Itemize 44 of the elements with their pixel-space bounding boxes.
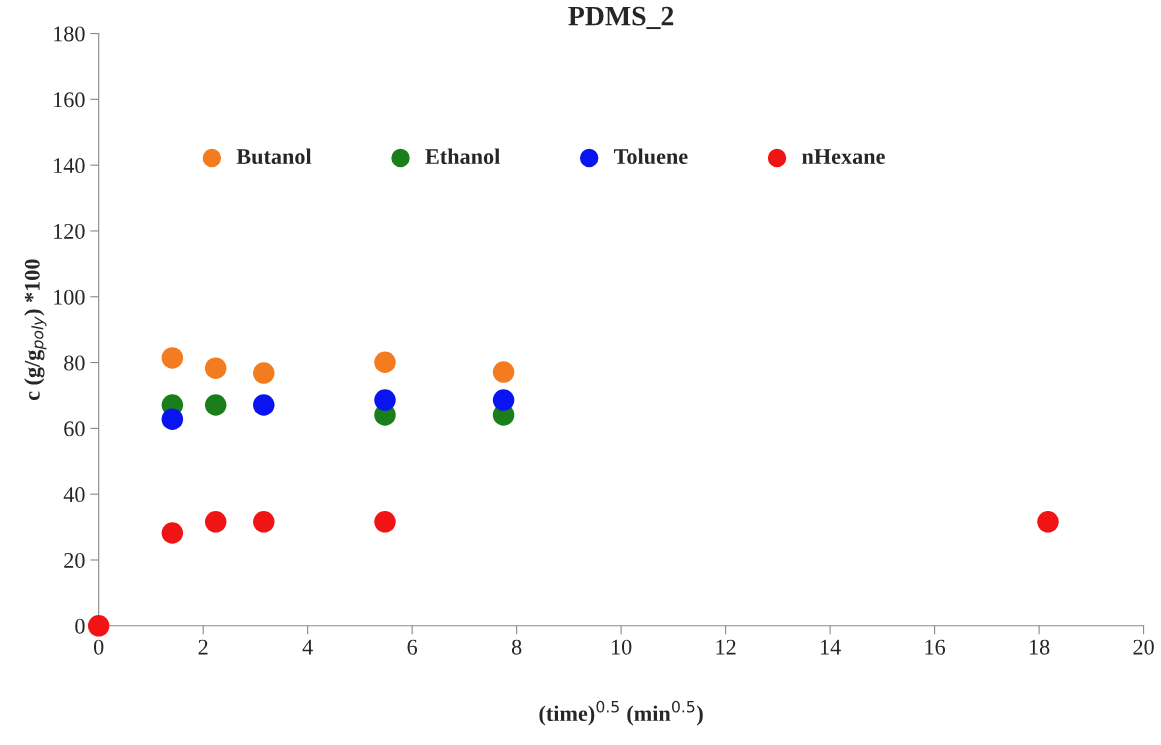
point bbox=[374, 351, 396, 373]
point bbox=[253, 362, 275, 384]
y-tick-label: 20 bbox=[64, 552, 85, 568]
y-tick-label: 40 bbox=[63, 487, 85, 503]
legend-label: Ethanol bbox=[425, 148, 500, 165]
point bbox=[161, 408, 184, 430]
point bbox=[87, 615, 110, 637]
x-tick-label: 10 bbox=[611, 639, 632, 655]
chart-title: PDMS_2 bbox=[568, 6, 674, 30]
x-tick-label: 14 bbox=[820, 639, 841, 655]
x-tick-label: 18 bbox=[1029, 639, 1050, 655]
y-axis-title: c (g/g$_{poly}$) *100 bbox=[24, 259, 47, 401]
x-tick-label: 2 bbox=[198, 639, 208, 655]
point bbox=[204, 394, 227, 416]
point bbox=[492, 361, 515, 383]
point bbox=[374, 511, 396, 533]
y-tick-label: 120 bbox=[54, 223, 85, 239]
point bbox=[161, 522, 184, 544]
y-tick-label: 100 bbox=[54, 289, 85, 305]
point bbox=[374, 389, 396, 411]
point bbox=[1037, 511, 1059, 533]
x-tick-label: 4 bbox=[302, 639, 313, 655]
point bbox=[492, 389, 515, 411]
y-tick-label: 160 bbox=[54, 92, 85, 108]
y-tick-label: 60 bbox=[64, 421, 85, 437]
legend-label: nHexane bbox=[802, 149, 885, 165]
x-tick-label: 12 bbox=[716, 639, 736, 655]
point bbox=[161, 347, 184, 369]
x-tick-label: 0 bbox=[93, 639, 104, 655]
y-tick-label: 80 bbox=[64, 355, 85, 371]
point bbox=[253, 511, 275, 533]
y-tick-label: 180 bbox=[54, 26, 85, 42]
legend-label: Butanol bbox=[236, 148, 312, 165]
point bbox=[204, 511, 227, 533]
x-tick-label: 16 bbox=[925, 639, 946, 655]
legend-label: Toluene bbox=[613, 148, 688, 165]
x-tick-label: 8 bbox=[511, 639, 522, 655]
y-tick-label: 140 bbox=[54, 158, 85, 174]
x-tick-label: 6 bbox=[407, 639, 418, 655]
point bbox=[204, 357, 227, 379]
point bbox=[253, 394, 275, 416]
y-tick-label: 0 bbox=[75, 618, 85, 634]
x-axis-title: (time)$^{0.5}$ (min$^{0.5}$) bbox=[539, 700, 703, 726]
x-tick-label: 20 bbox=[1133, 639, 1154, 655]
